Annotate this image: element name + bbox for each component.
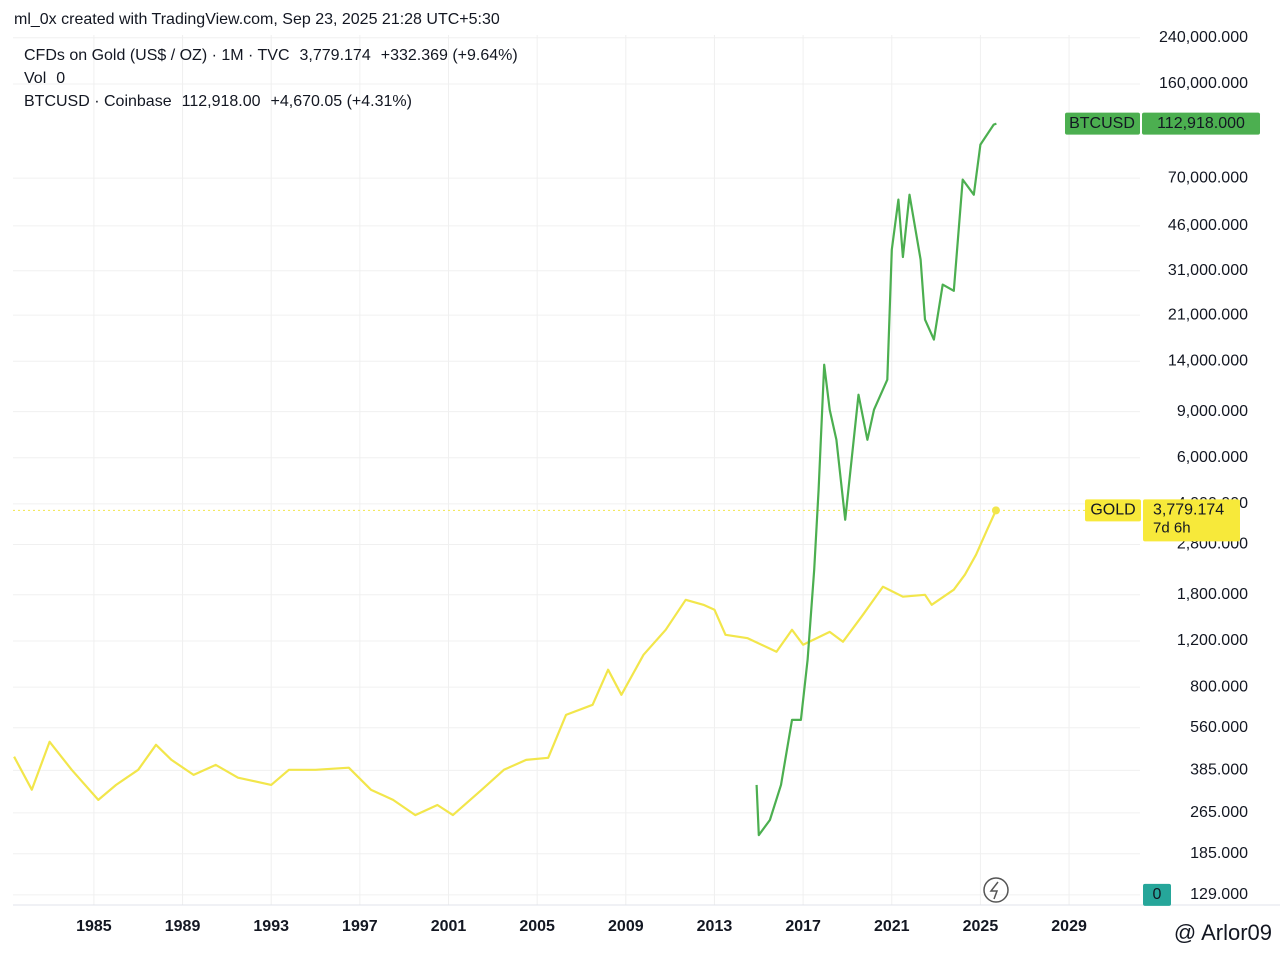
icon — [989, 881, 999, 900]
y-tick-label: 1,200.000 — [1177, 632, 1248, 649]
y-tick-label: 21,000.000 — [1168, 306, 1248, 323]
legend-name: CFDs on Gold (US$ / OZ) · 1M · TVC — [24, 47, 290, 64]
name-badge — [1065, 112, 1140, 135]
price-badge — [1142, 112, 1260, 135]
vol-badge-text: 0 — [1153, 886, 1162, 903]
legend-value: 112,918.00 — [182, 93, 261, 110]
name-badge — [1085, 499, 1141, 522]
y-tick-label: 560.000 — [1190, 719, 1248, 736]
x-tick-label: 2017 — [785, 918, 821, 935]
header: ml_0x created with TradingView.com, Sep … — [14, 11, 500, 28]
icon — [983, 877, 1009, 903]
x-tick-label: 1985 — [76, 918, 112, 935]
y-tick-label: 1,800.000 — [1177, 586, 1248, 603]
legend-value: +332.369 (+9.64%) — [381, 47, 518, 64]
x-tick-label: 2021 — [874, 918, 910, 935]
price-badge-text: 112,918.000 — [1157, 115, 1245, 132]
legend-name: Vol — [24, 70, 46, 87]
y-tick-label: 70,000.000 — [1168, 169, 1248, 186]
price-badge — [1143, 499, 1240, 542]
y-tick-label: 14,000.000 — [1168, 353, 1248, 370]
last-point — [991, 506, 1000, 515]
x-tick-label: 2009 — [608, 918, 644, 935]
x-tick-label: 2025 — [963, 918, 999, 935]
y-tick-label: 160,000.000 — [1159, 75, 1248, 92]
x-tick-label: 2005 — [519, 918, 555, 935]
y-tick-label: 265.000 — [1190, 804, 1248, 821]
line — [755, 122, 997, 837]
name-badge-text: GOLD — [1090, 502, 1135, 519]
line — [13, 509, 997, 817]
x-tick-label: 1997 — [342, 918, 378, 935]
y-tick-label: 6,000.000 — [1177, 449, 1248, 466]
y-tick-label: 46,000.000 — [1168, 217, 1248, 234]
y-tick-label: 31,000.000 — [1168, 262, 1248, 279]
x-tick-label: 1993 — [253, 918, 289, 935]
countdown: 7d 6h — [1153, 519, 1191, 536]
y-tick-label: 800.000 — [1190, 678, 1248, 695]
x-tick-label: 2013 — [697, 918, 733, 935]
legend-name: BTCUSD · Coinbase — [24, 93, 172, 110]
y-tick-label: 185.000 — [1190, 845, 1248, 862]
price-badge-text: 3,779.174 — [1153, 502, 1224, 519]
y-tick-label: 385.000 — [1190, 762, 1248, 779]
legend-value: 3,779.174 — [300, 47, 371, 64]
y-tick-label: 240,000.000 — [1159, 29, 1248, 46]
vol-badge — [1143, 883, 1171, 906]
watermark: @ Arlor09 — [1174, 920, 1272, 945]
y-tick-label: 9,000.000 — [1177, 403, 1248, 420]
x-tick-label: 1989 — [165, 918, 201, 935]
legend-value: 0 — [56, 70, 65, 87]
name-badge-text: BTCUSD — [1069, 115, 1135, 132]
x-tick-label: 2029 — [1051, 918, 1087, 935]
x-tick-label: 2001 — [431, 918, 467, 935]
y-tick-label: 129.000 — [1190, 886, 1248, 903]
legend-value: +4,670.05 (+4.31%) — [271, 93, 412, 110]
